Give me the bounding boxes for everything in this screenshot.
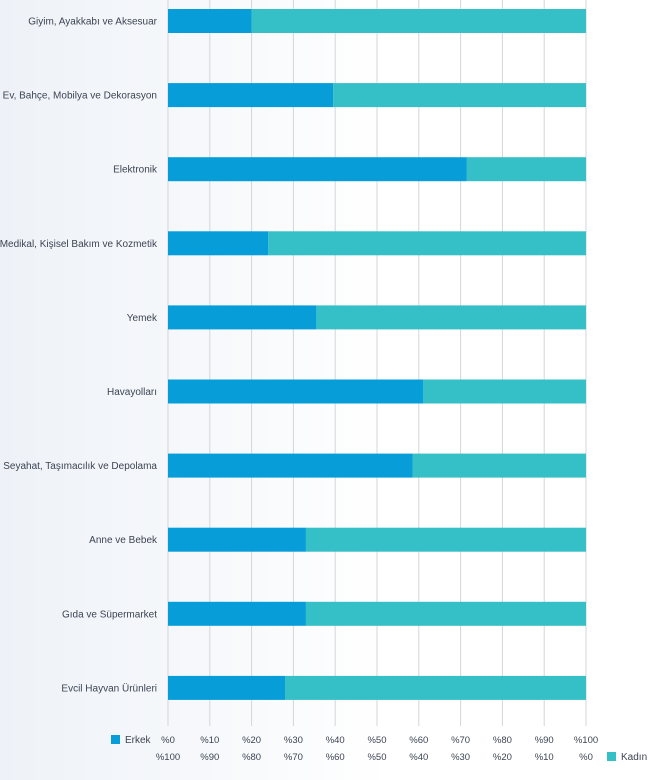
tick-label-bottom: %30 xyxy=(451,752,470,763)
bar-erkek xyxy=(168,231,269,256)
bar-erkek xyxy=(168,157,467,182)
bar-kadin xyxy=(412,453,586,478)
tick-label-top: %20 xyxy=(242,735,261,746)
bar-erkek xyxy=(168,305,317,330)
tick-label-bottom: %80 xyxy=(242,752,261,763)
category-label: Anne ve Bebek xyxy=(89,535,158,546)
category-label: Giyim, Ayakkabı ve Aksesuar xyxy=(28,17,157,28)
legend-label-kadin: Kadın xyxy=(621,752,647,763)
bar-kadin xyxy=(333,83,586,108)
category-label: Yemek xyxy=(127,313,158,324)
bar-kadin xyxy=(285,675,586,700)
tick-label-top: %70 xyxy=(451,735,470,746)
category-label: Havayolları xyxy=(107,387,157,398)
tick-label-bottom: %50 xyxy=(367,752,386,763)
category-labels: Giyim, Ayakkabı ve Aksesuar Ev, Bahçe, Mo… xyxy=(0,17,158,695)
tick-label-bottom: %20 xyxy=(493,752,512,763)
category-label: Elektronik xyxy=(113,165,158,176)
tick-label-top: %90 xyxy=(535,735,554,746)
tick-label-bottom: %40 xyxy=(409,752,428,763)
tick-label-bottom: %0 xyxy=(579,752,593,763)
bar-kadin xyxy=(422,379,586,404)
legend-swatch-kadin xyxy=(607,752,616,761)
tick-label-bottom: %100 xyxy=(156,752,180,763)
x-axis-ticks-bottom: %100 %90 %80 %70 %60 %50 %40 %30 %20 %10 %0 xyxy=(156,752,593,763)
category-label: Gıda ve Süpermarket xyxy=(62,609,157,620)
bar-kadin xyxy=(268,231,586,256)
tick-label-bottom: %70 xyxy=(284,752,303,763)
bar-erkek xyxy=(168,601,306,626)
legend: Erkek Kadın xyxy=(111,735,647,763)
bar-kadin xyxy=(305,601,586,626)
bar-erkek xyxy=(168,453,413,478)
bar-kadin xyxy=(466,157,586,182)
bar-kadin xyxy=(316,305,586,330)
tick-label-top: %30 xyxy=(284,735,303,746)
bar-kadin xyxy=(305,527,586,552)
tick-label-bottom: %90 xyxy=(200,752,219,763)
tick-label-top: %0 xyxy=(161,735,175,746)
x-axis-ticks-top: %0 %10 %20 %30 %40 %50 %60 %70 %80 %90 %100 xyxy=(161,735,598,746)
bar-erkek xyxy=(168,527,306,552)
tick-label-bottom: %60 xyxy=(326,752,345,763)
tick-label-top: %60 xyxy=(409,735,428,746)
legend-label-erkek: Erkek xyxy=(125,735,152,746)
bar-erkek xyxy=(168,83,334,108)
bars xyxy=(168,9,586,700)
category-label: Seyahat, Taşımacılık ve Depolama xyxy=(3,461,157,472)
tick-label-top: %100 xyxy=(574,735,598,746)
tick-label-top: %80 xyxy=(493,735,512,746)
legend-swatch-erkek xyxy=(111,735,120,744)
bar-erkek xyxy=(168,379,423,404)
bar-erkek xyxy=(168,675,286,700)
category-label: Ev, Bahçe, Mobilya ve Dekorasyon xyxy=(3,91,157,102)
tick-label-top: %50 xyxy=(367,735,386,746)
category-label: Medikal, Kişisel Bakım ve Kozmetik xyxy=(0,239,158,250)
bar-kadin xyxy=(251,9,586,33)
tick-label-top: %10 xyxy=(200,735,219,746)
category-label: Evcil Hayvan Ürünleri xyxy=(61,682,157,694)
bar-erkek xyxy=(168,9,252,33)
tick-label-bottom: %10 xyxy=(535,752,554,763)
tick-label-top: %40 xyxy=(326,735,345,746)
